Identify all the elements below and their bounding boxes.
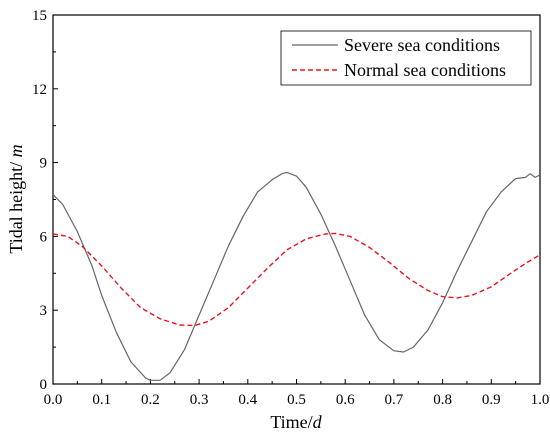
legend: Severe sea conditions Normal sea conditi… <box>280 30 532 86</box>
x-tick-label: 1.0 <box>531 392 550 408</box>
x-tick-label: 0.0 <box>44 392 63 408</box>
x-tick-label: 0.4 <box>238 392 257 408</box>
tick-group: 0.0 0.1 0.2 0.3 0.4 0.5 0.6 0.7 0.8 0.9 1.0 0 3 6 9 12 1… <box>32 8 549 408</box>
x-tick-label: 0.6 <box>336 392 355 408</box>
y-tick-label: 3 <box>40 303 48 319</box>
y-axis-label: Tidal height/ m <box>6 144 26 253</box>
y-tick-label: 12 <box>32 82 47 98</box>
x-tick-label: 0.5 <box>287 392 306 408</box>
x-tick-label: 0.2 <box>141 392 160 408</box>
legend-box <box>280 30 532 86</box>
series-group <box>52 171 541 381</box>
x-tick-label: 0.3 <box>190 392 209 408</box>
legend-label-severe: Severe sea conditions <box>344 35 500 55</box>
x-axis-label: Time/d <box>270 412 322 432</box>
x-tick-label: 0.7 <box>385 392 404 408</box>
x-tick-label: 0.8 <box>433 392 452 408</box>
x-tick-label: 0.1 <box>92 392 111 408</box>
y-tick-label: 6 <box>40 229 48 245</box>
y-tick-label: 15 <box>32 8 47 24</box>
x-tick-label: 0.9 <box>482 392 501 408</box>
y-tick-label: 9 <box>40 156 48 172</box>
legend-label-normal: Normal sea conditions <box>344 60 506 80</box>
series-line-normal <box>52 232 541 327</box>
series-line-severe <box>52 171 541 381</box>
y-tick-label: 0 <box>40 377 48 393</box>
